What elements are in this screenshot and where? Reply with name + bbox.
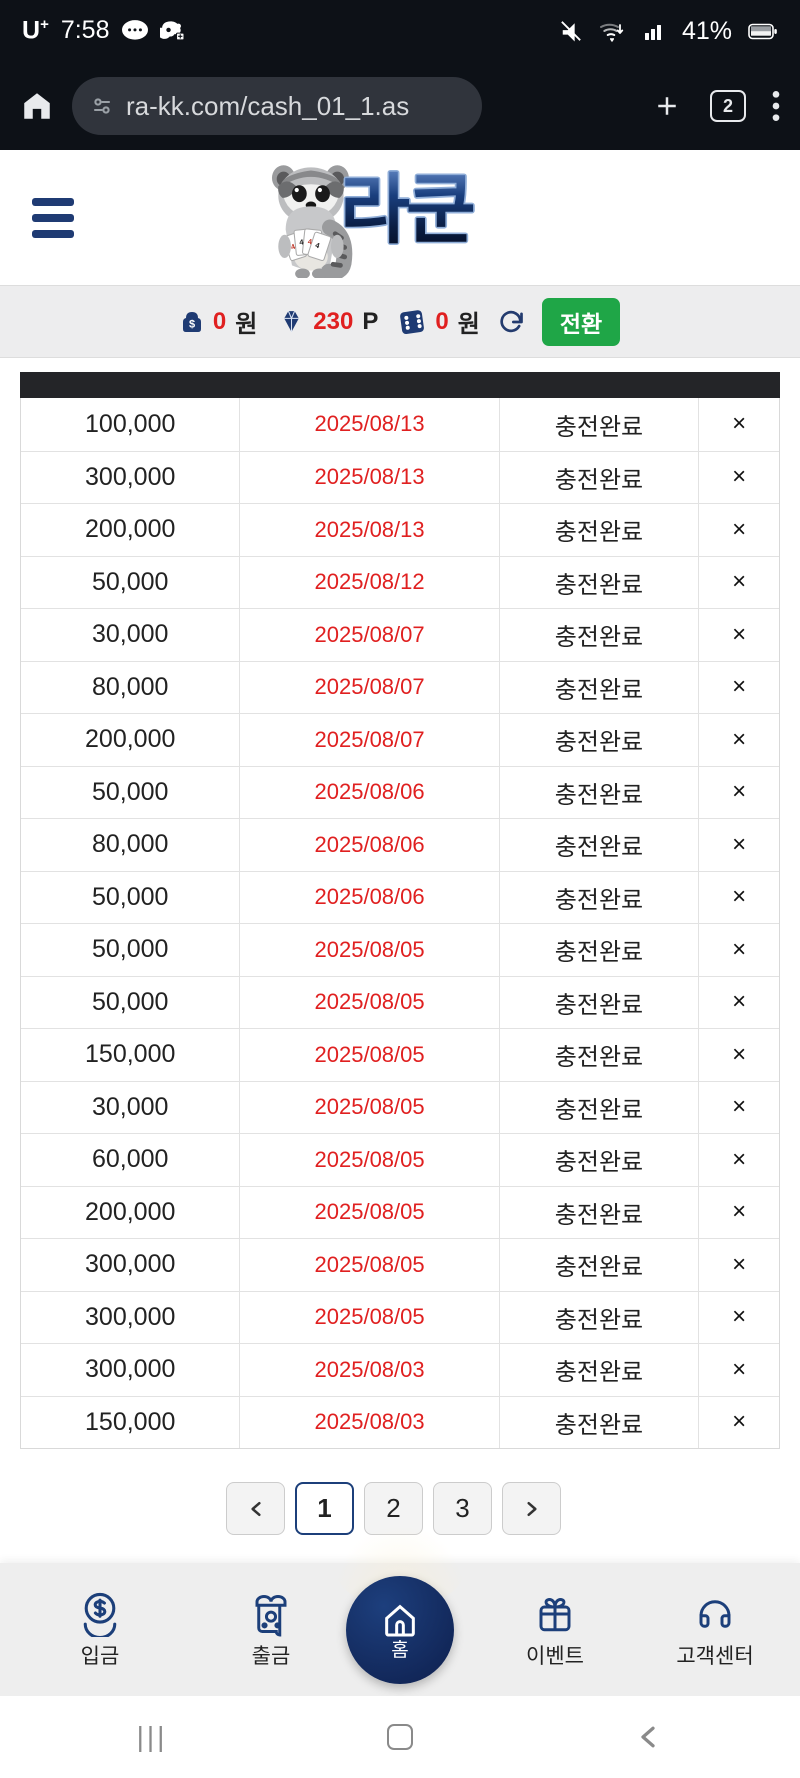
svg-text:라쿤: 라쿤: [340, 168, 474, 253]
svg-text:$: $: [189, 318, 195, 330]
